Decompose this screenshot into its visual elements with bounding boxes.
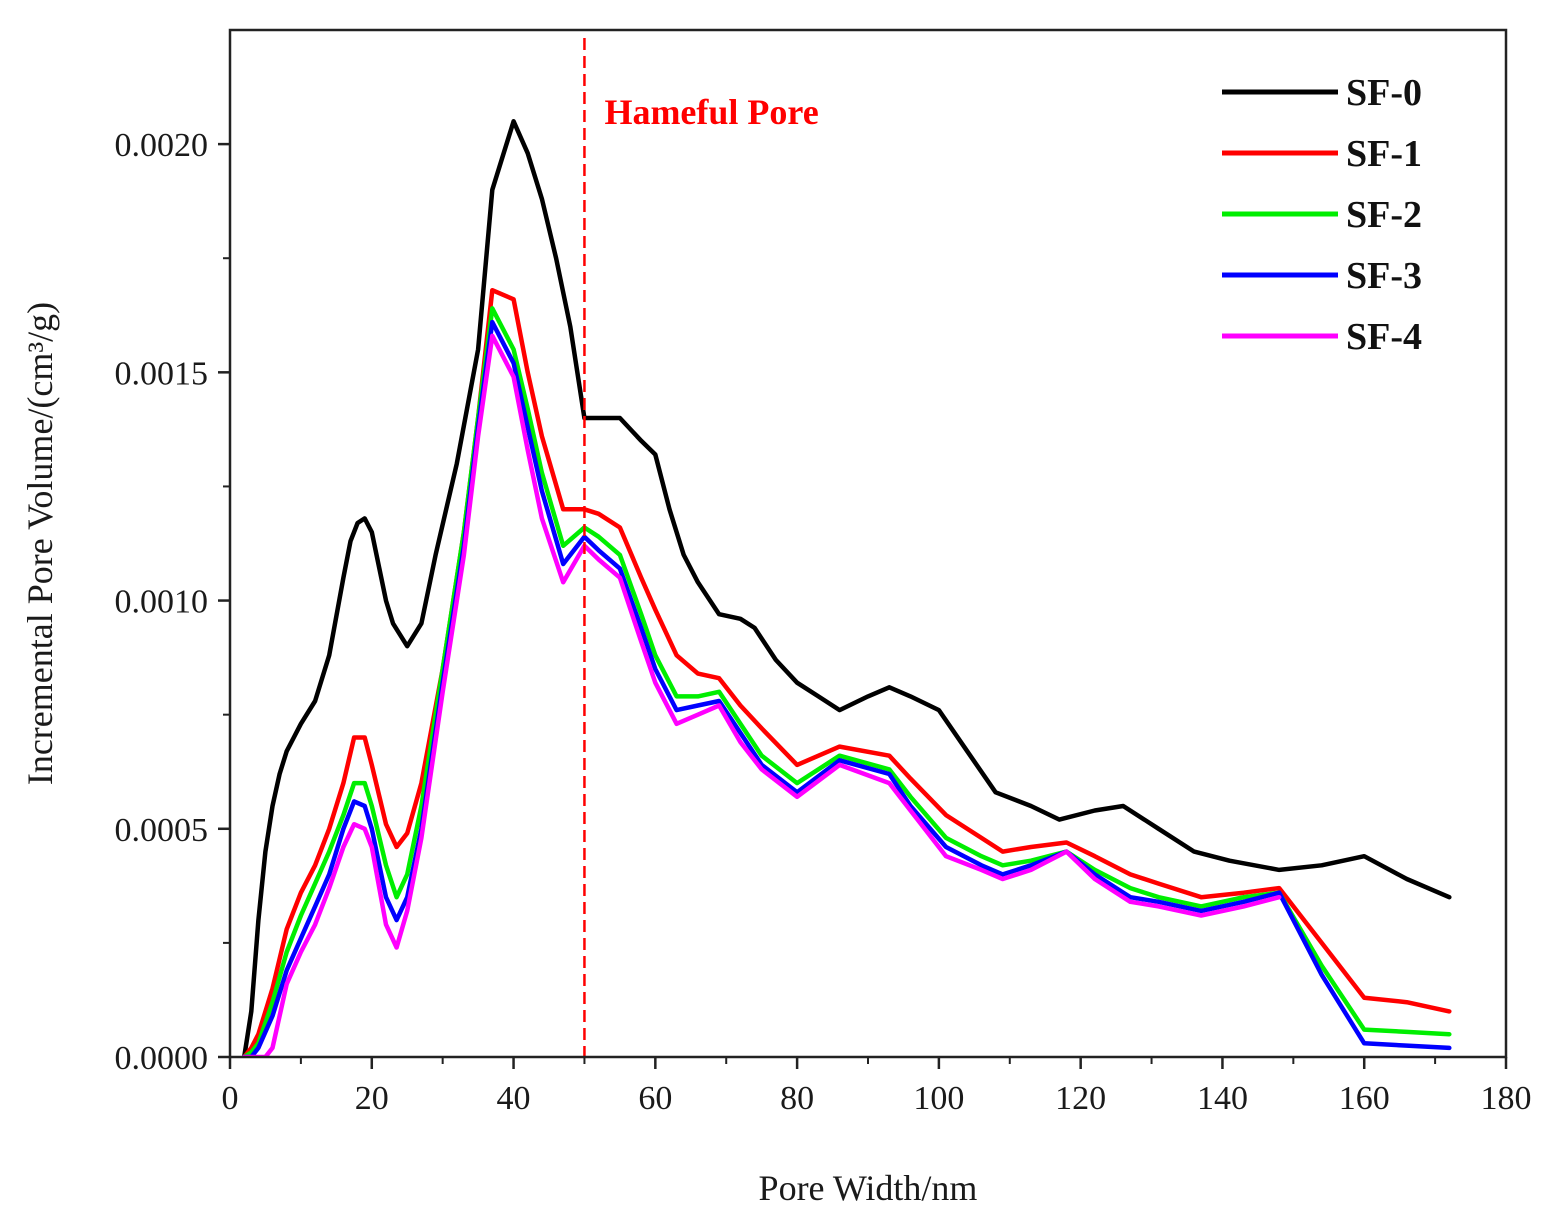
x-tick-label: 180 [1481,1080,1532,1117]
series-line-sf-1 [241,287,1452,1057]
y-tick-label: 0.0015 [115,355,209,392]
y-tick-label: 0.0000 [115,1040,209,1077]
series-line-sf-0 [241,119,1452,1057]
plot-frame [228,28,1508,1059]
legend-label-sf-3: SF-3 [1346,255,1422,297]
harmful-pore-label: Hameful Pore [604,92,818,132]
x-tick-label: 20 [355,1080,389,1117]
y-tick-label: 0.0005 [115,812,209,849]
x-axis-title: Pore Width/nm [759,1168,978,1208]
legend-label-sf-4: SF-4 [1346,316,1422,358]
series-line-sf-3 [241,319,1452,1057]
x-tick-label: 0 [222,1080,239,1117]
x-tick-label: 160 [1339,1080,1390,1117]
y-tick-label: 0.0020 [115,127,209,164]
legend: SF-0 SF-1 SF-2 SF-3 SF-4 [1222,72,1422,358]
y-tick-label: 0.0010 [115,584,209,621]
x-tick-label: 60 [638,1080,672,1117]
series-layer [241,119,1452,1057]
legend-label-sf-2: SF-2 [1346,194,1422,236]
series-line-sf-2 [241,306,1452,1057]
x-tick-label: 120 [1055,1080,1106,1117]
x-tick-label: 40 [497,1080,531,1117]
annotation-layer: Hameful Pore [583,38,819,1057]
x-tick-label: 80 [780,1080,814,1117]
series-line-sf-4 [241,333,1282,1057]
axes-layer: 0 20 40 60 80 100 120 140 160 180 0.0000 0.0005 0.00… [20,28,1532,1208]
legend-label-sf-0: SF-0 [1346,72,1422,114]
x-tick-label: 100 [913,1080,964,1117]
y-axis-title: Incremental Pore Volume/(cm³/g) [20,302,60,785]
x-tick-label: 140 [1197,1080,1248,1117]
legend-label-sf-1: SF-1 [1346,133,1422,175]
